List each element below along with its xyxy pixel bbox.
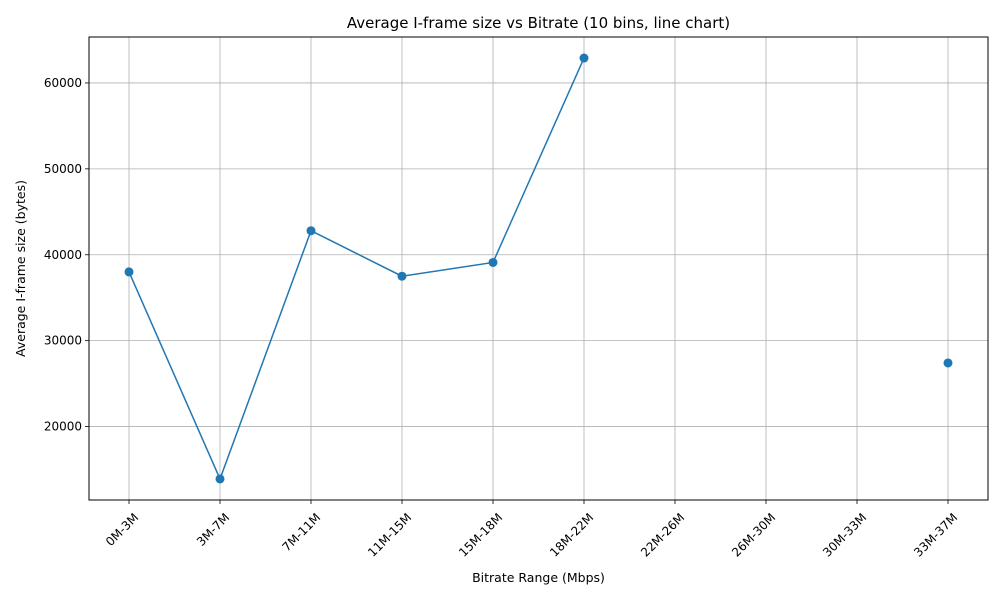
chart-title: Average I-frame size vs Bitrate (10 bins… bbox=[347, 14, 730, 32]
y-axis-label: Average I-frame size (bytes) bbox=[13, 180, 28, 357]
y-tick-label: 50000 bbox=[44, 162, 82, 176]
y-tick-label: 40000 bbox=[44, 248, 82, 262]
series-line bbox=[128, 57, 585, 481]
data-point bbox=[215, 474, 225, 484]
y-tick-label: 20000 bbox=[44, 420, 82, 434]
y-tick-label: 30000 bbox=[44, 334, 82, 348]
y-tick-label: 60000 bbox=[44, 76, 82, 90]
plot-frame bbox=[88, 36, 989, 501]
data-point bbox=[306, 226, 316, 236]
data-point bbox=[943, 358, 953, 368]
series-layer bbox=[124, 53, 953, 484]
data-point bbox=[124, 267, 134, 277]
x-axis-label: Bitrate Range (Mbps) bbox=[472, 570, 605, 585]
data-point bbox=[397, 271, 407, 281]
data-point bbox=[579, 53, 589, 63]
data-point bbox=[488, 257, 498, 267]
